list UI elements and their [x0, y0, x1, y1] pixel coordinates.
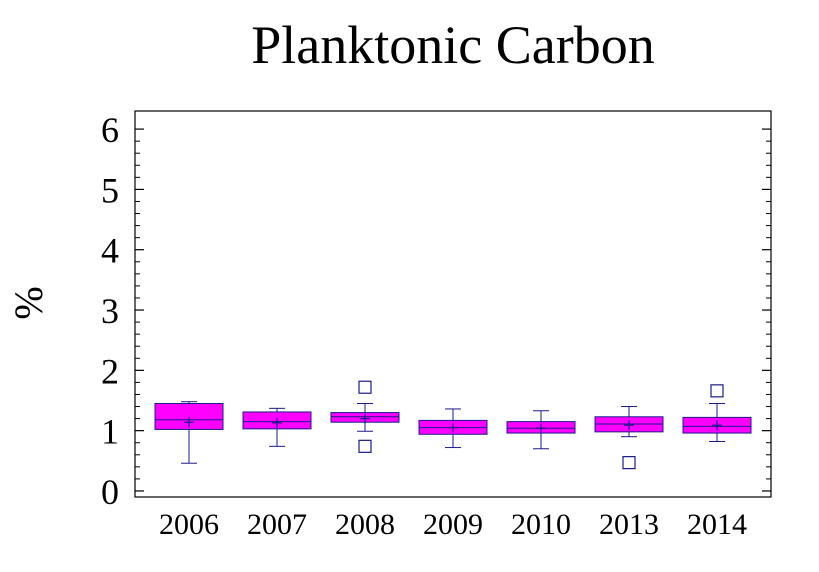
y-axis-label: % — [6, 286, 51, 319]
plot-frame — [134, 110, 772, 498]
y-tick-label: 5 — [101, 170, 119, 210]
outlier-marker — [358, 439, 372, 453]
x-tick-label: 2009 — [423, 508, 483, 541]
x-tick-label: 2010 — [511, 508, 571, 541]
plot-area: 0 1 2 3 4 5 6 2006 2007 2008 2009 2010 2013 2014 — [101, 110, 772, 541]
x-tick-label: 2007 — [247, 508, 307, 541]
x-tick-label: 2013 — [599, 508, 659, 541]
y-tick-label: 2 — [101, 351, 119, 391]
y-tick-label: 0 — [101, 472, 119, 512]
outlier-marker — [358, 380, 372, 394]
x-tick-label: 2008 — [335, 508, 395, 541]
y-tick-label: 6 — [101, 110, 119, 150]
y-tick-label: 4 — [101, 231, 119, 271]
x-tick-label: 2014 — [687, 508, 747, 541]
chart-title: Planktonic Carbon — [251, 15, 654, 75]
x-tick-label: 2006 — [159, 508, 219, 541]
y-tick-label: 1 — [101, 412, 119, 452]
outlier-marker — [622, 456, 636, 470]
y-tick-label: 3 — [101, 291, 119, 331]
outlier-marker — [710, 384, 724, 398]
